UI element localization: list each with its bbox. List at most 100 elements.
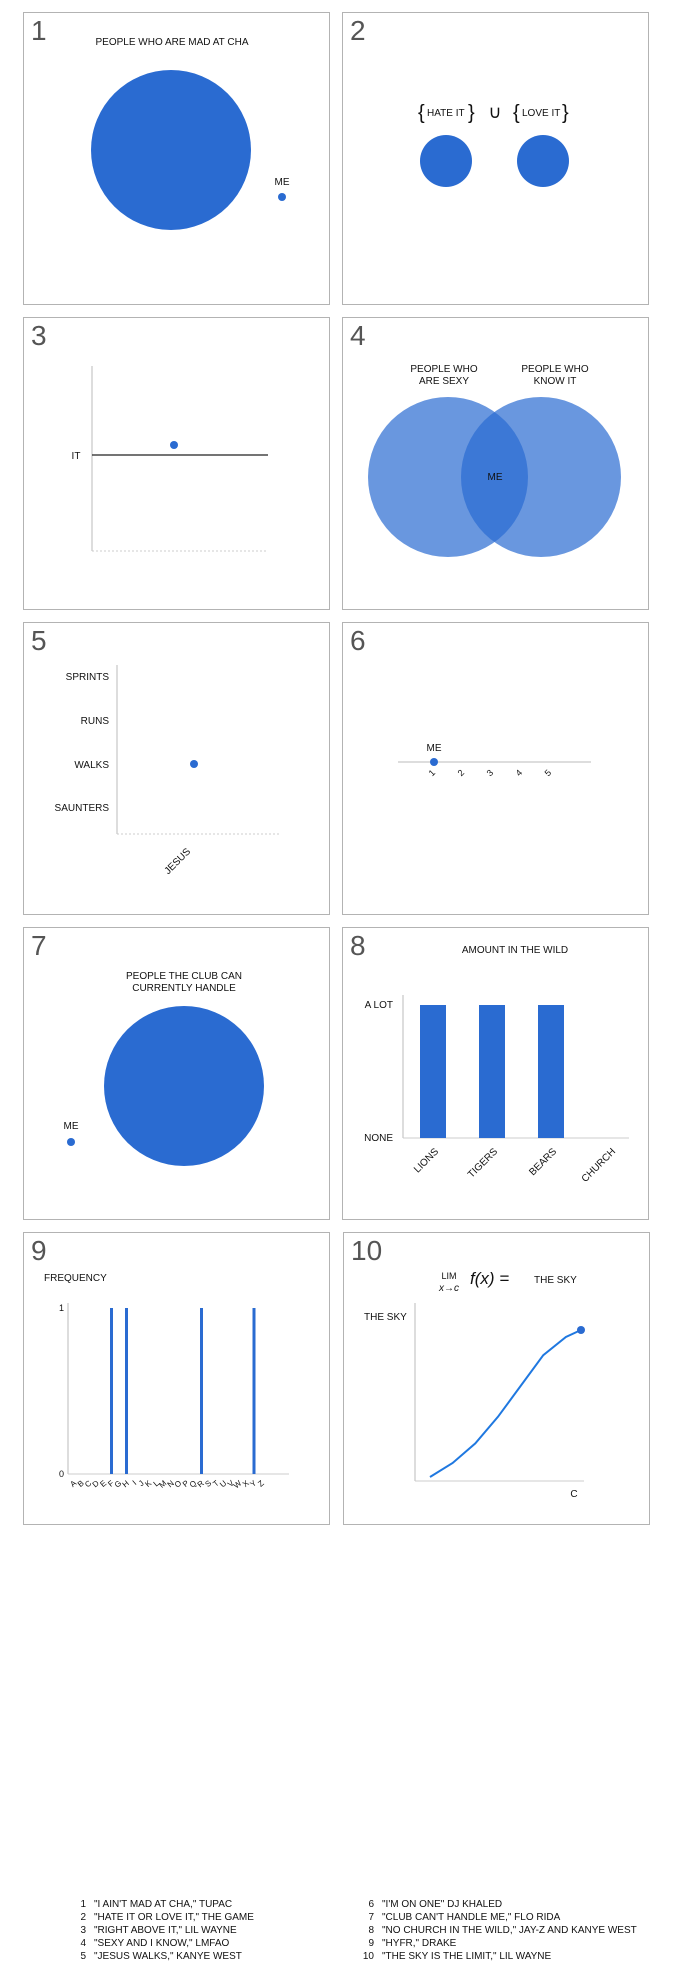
x-tick-label: Z <box>256 1479 266 1489</box>
footnote-text: "HATE IT OR LOVE IT," THE GAME <box>94 1912 254 1923</box>
x-tick-label: H <box>121 1478 131 1489</box>
me-dot <box>430 758 438 766</box>
chart-6: 1 2 3 4 5 ME <box>398 743 591 779</box>
chart-4: PEOPLE WHO ARE SEXY PEOPLE WHO KNOW IT M… <box>368 364 621 557</box>
me-dot <box>67 1138 75 1146</box>
love-it-label: LOVE IT <box>522 108 560 119</box>
x-tick-label: S <box>203 1479 213 1489</box>
sky-limit-dot <box>577 1326 585 1334</box>
title-top: PEOPLE THE CLUB CAN <box>126 971 242 982</box>
footnote-text: "RIGHT ABOVE IT," LIL WAYNE <box>94 1925 237 1936</box>
panel-3: 3 IT <box>23 317 330 610</box>
x-tick-label: R <box>196 1478 206 1489</box>
footnote-number: 6 <box>368 1899 374 1910</box>
panel-number: 3 <box>31 320 47 351</box>
x-tick-label: B <box>76 1479 86 1489</box>
footnotes-left: 1 "I AIN'T MAD AT CHA," TUPAC 2 "HATE IT OR… <box>70 1898 254 1963</box>
panel-7: 7 PEOPLE THE CLUB CAN CURRENTLY HANDLE M… <box>23 927 330 1220</box>
chart-10: LIM x→c f(x) = THE SKY THE SKY C <box>364 1269 585 1500</box>
mad-people-circle <box>91 70 251 230</box>
footnote-number: 9 <box>368 1938 374 1949</box>
y-tick-label: 0 <box>59 1469 64 1479</box>
footnote-text: "I AIN'T MAD AT CHA," TUPAC <box>94 1899 233 1910</box>
right-set-label-top: PEOPLE WHO <box>521 364 588 375</box>
club-capacity-circle <box>104 1006 264 1166</box>
panel-number: 7 <box>31 930 47 961</box>
x-tick-label: A <box>68 1478 78 1489</box>
x-axis-label: C <box>570 1489 577 1500</box>
footnote-number: 5 <box>80 1951 86 1962</box>
y-tick-label: SPRINTS <box>66 672 110 683</box>
footnote-number: 3 <box>80 1925 86 1936</box>
panel-number: 5 <box>31 625 47 656</box>
footnote-item: 10 "THE SKY IS THE LIMIT," LIL WAYNE <box>358 1950 637 1963</box>
x-tick-label: G <box>113 1479 124 1490</box>
footnote-text: "HYFR," DRAKE <box>382 1938 457 1949</box>
function-label: f(x) = <box>470 1269 509 1288</box>
x-tick-label: 4 <box>514 768 525 779</box>
footnote-item: 8 "NO CHURCH IN THE WILD," JAY-Z AND KANY… <box>358 1924 636 1937</box>
chart-5: SPRINTS RUNS WALKS SAUNTERS JESUS <box>55 665 280 877</box>
bar-r <box>200 1308 203 1474</box>
know-it-circle <box>461 397 621 557</box>
x-tick-label: BEARS <box>527 1146 559 1178</box>
x-tick-label: I <box>131 1479 138 1487</box>
x-tick-label: W <box>232 1478 244 1490</box>
x-tick-label: L <box>152 1478 162 1488</box>
y-tick-label: SAUNTERS <box>55 803 110 814</box>
jesus-walks-dot <box>190 760 198 768</box>
panel-number: 1 <box>31 15 47 46</box>
left-set-label-bottom: ARE SEXY <box>419 376 469 387</box>
footnote-item: 1 "I AIN'T MAD AT CHA," TUPAC <box>70 1898 254 1911</box>
x-tick-label: TIGERS <box>466 1146 500 1180</box>
y-axis-label: FREQUENCY <box>44 1273 107 1284</box>
x-tick-label: X <box>241 1478 251 1489</box>
x-tick-label: M <box>157 1478 168 1489</box>
footnote-item: 3 "RIGHT ABOVE IT," LIL WAYNE <box>70 1924 254 1937</box>
footnote-item: 2 "HATE IT OR LOVE IT," THE GAME <box>70 1911 254 1924</box>
x-tick-label: V <box>226 1478 236 1489</box>
x-tick-label: J <box>137 1479 146 1488</box>
x-tick-label: F <box>106 1479 116 1489</box>
bar-h <box>125 1308 128 1474</box>
me-label: ME <box>64 1121 79 1132</box>
x-tick-label: T <box>211 1479 221 1489</box>
panel-number: 8 <box>350 930 366 961</box>
hate-it-label: HATE IT <box>427 108 465 119</box>
x-tick-label: 5 <box>543 768 554 779</box>
brace-close-right: } <box>562 102 569 124</box>
sky-curve <box>429 1329 582 1478</box>
me-label: ME <box>275 177 290 188</box>
panel-number: 4 <box>350 320 366 351</box>
chart-title: AMOUNT IN THE WILD <box>462 945 568 956</box>
lim-subscript: x→c <box>438 1283 459 1294</box>
x-tick-label: 1 <box>427 768 438 779</box>
lim-label: LIM <box>441 1271 456 1281</box>
union-symbol: ∪ <box>488 102 501 122</box>
footnote-item: 4 "SEXY AND I KNOW," LMFAO <box>70 1937 254 1950</box>
x-tick-label: Q <box>188 1479 199 1490</box>
footnote-item: 6 "I'M ON ONE" DJ KHALED <box>358 1898 637 1911</box>
x-tick-label: CHURCH <box>580 1146 618 1184</box>
x-tick-label: 3 <box>485 768 496 779</box>
chart-1: PEOPLE WHO ARE MAD AT CHA ME <box>91 37 290 230</box>
x-tick-label: P <box>181 1479 191 1489</box>
footnote-item: 5 "JESUS WALKS," KANYE WEST <box>70 1950 254 1963</box>
y-tick-label: NONE <box>364 1133 393 1144</box>
footnotes-right: 6 "I'M ON ONE" DJ KHALED 7 "CLUB CAN'T HAND… <box>358 1898 637 1963</box>
chart-title: PEOPLE WHO ARE MAD AT CHA <box>96 37 249 48</box>
limit-value-label: THE SKY <box>534 1275 577 1286</box>
love-it-circle <box>517 135 569 187</box>
panel-number: 6 <box>350 625 366 656</box>
panel-1: 1 PEOPLE WHO ARE MAD AT CHA ME <box>23 12 330 305</box>
me-label: ME <box>427 743 442 754</box>
footnote-number: 10 <box>362 1951 374 1962</box>
me-dot <box>278 193 286 201</box>
chart-8: AMOUNT IN THE WILD NONE A LOT LIONS TIGERS… <box>364 945 629 1185</box>
footnote-number: 2 <box>80 1912 86 1923</box>
footnote-number: 4 <box>80 1938 86 1949</box>
y-tick-label: A LOT <box>365 1000 393 1011</box>
brace-open-right: { <box>513 102 520 124</box>
chart-3: IT <box>72 366 268 552</box>
me-label: ME <box>488 472 503 483</box>
